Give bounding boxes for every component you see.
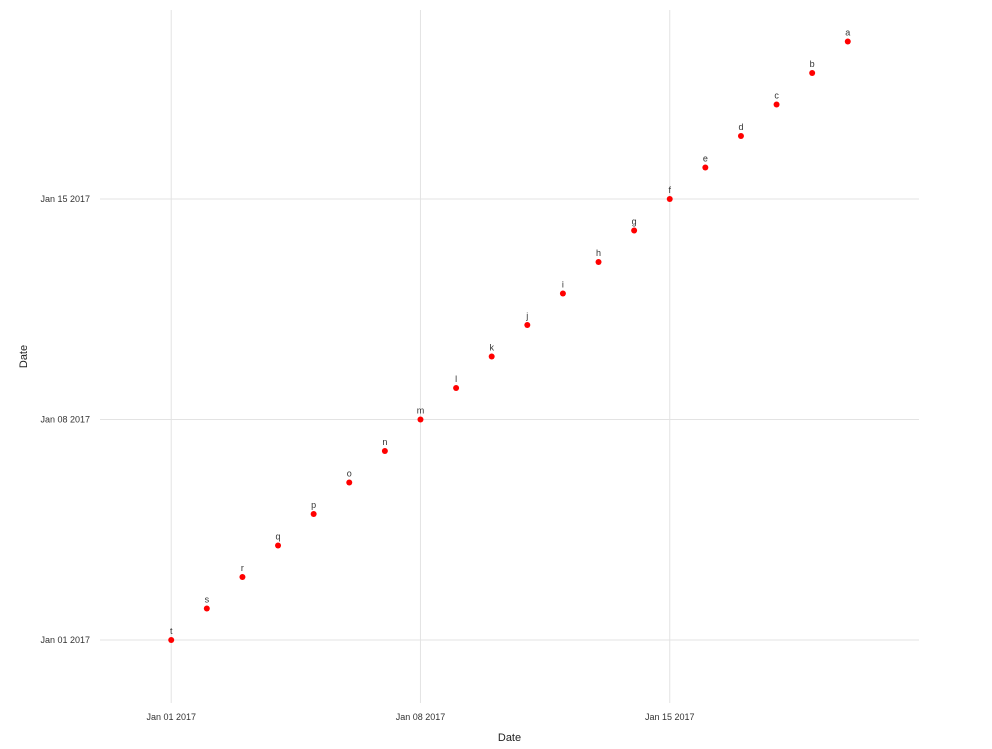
data-point [559,290,566,297]
point-label: n [382,437,387,447]
data-points [168,38,851,643]
point-labels: t s r q p o n m l k j i h g f e d c b a [170,28,850,637]
point-label: r [241,563,244,573]
data-point [524,322,531,328]
data-point [844,38,851,45]
data-point [310,511,317,517]
point-label: g [632,217,637,227]
data-point [666,196,673,202]
data-point [417,416,424,423]
point-label: f [668,185,671,195]
data-point [737,133,744,139]
y-tick-label: Jan 08 2017 [40,415,90,425]
data-point [595,259,602,265]
data-point [275,542,282,549]
point-label: o [347,469,352,479]
tick-labels: Jan 01 2017 Jan 08 2017 Jan 15 2017 Jan 01 … [40,194,694,722]
data-point [453,385,460,391]
x-axis-title: Date [498,732,521,744]
data-point [239,574,246,580]
y-tick-label: Jan 01 2017 [40,635,90,645]
point-label: l [455,374,457,384]
point-label: a [845,28,850,38]
x-tick-label: Jan 15 2017 [645,712,695,722]
point-label: j [525,311,528,321]
point-label: p [311,500,316,510]
data-point [809,70,816,76]
point-label: k [489,343,494,353]
data-point [488,353,495,360]
grid-layer [100,10,919,703]
point-label: b [810,59,815,69]
data-point [203,605,210,612]
point-label: m [417,406,425,416]
data-point [346,479,353,486]
point-label: d [738,122,743,132]
point-label: h [596,248,601,258]
x-tick-label: Jan 01 2017 [146,712,196,722]
x-tick-label: Jan 08 2017 [396,712,446,722]
y-tick-label: Jan 15 2017 [40,194,90,204]
data-point [168,637,175,643]
data-point [702,164,709,171]
point-label: t [170,626,173,636]
point-label: i [562,280,564,290]
data-point [631,227,638,234]
point-label: q [276,532,281,542]
data-point [381,448,388,454]
point-label: c [774,91,779,101]
data-point [773,101,780,108]
point-label: s [205,595,210,605]
y-axis-title: Date [18,345,30,368]
point-label: e [703,154,708,164]
